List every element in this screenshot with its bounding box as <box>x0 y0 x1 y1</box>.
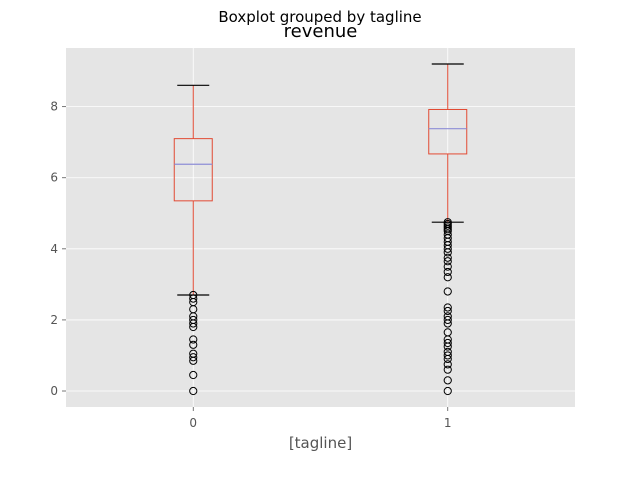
y-tick-label: 0 <box>50 384 58 398</box>
outlier-point <box>443 273 452 282</box>
y-tick-label: 2 <box>50 313 58 327</box>
y-tick-label: 4 <box>50 242 58 256</box>
plot-area-background <box>66 48 575 407</box>
x-tick-label: 1 <box>444 416 452 430</box>
outlier-point <box>189 353 198 362</box>
outlier-point <box>443 376 452 385</box>
axes: 0 2 4 6 8 0 1 <box>50 100 451 430</box>
outlier-point <box>189 294 198 303</box>
outlier-point <box>443 351 452 360</box>
chart-title: revenue <box>283 21 358 42</box>
outlier-point <box>443 360 452 369</box>
outlier-point <box>443 303 452 312</box>
outlier-point <box>189 290 198 300</box>
outlier-point <box>189 386 198 396</box>
outlier-point <box>443 328 452 337</box>
outlier-point <box>189 335 198 344</box>
outlier-point <box>443 262 452 271</box>
outlier-point <box>189 340 198 349</box>
outlier-point <box>443 218 452 227</box>
outlier-point <box>443 267 452 277</box>
box-group-0 <box>173 84 213 396</box>
box-group-1 <box>428 63 468 396</box>
outlier-point <box>189 370 198 380</box>
outlier-point <box>443 347 452 357</box>
chart-suptitle: Boxplot grouped by tagline <box>218 8 422 26</box>
outlier-point <box>443 338 452 348</box>
outlier-point <box>443 253 452 262</box>
outlier-point <box>443 312 452 321</box>
outlier-point <box>189 315 198 325</box>
iqr-box <box>173 138 213 202</box>
outlier-point <box>443 365 452 374</box>
y-tick-label: 8 <box>50 100 58 114</box>
x-tick-label: 0 <box>189 416 197 430</box>
outlier-point <box>443 287 452 296</box>
y-tick-label: 6 <box>50 171 58 185</box>
outlier-point <box>443 386 452 396</box>
outlier-point <box>443 306 452 316</box>
box-series <box>173 63 468 396</box>
iqr-box <box>428 108 468 155</box>
x-axis-label: [tagline] <box>288 434 353 452</box>
outlier-point <box>189 349 198 358</box>
outlier-point <box>443 315 452 325</box>
outlier-point <box>443 257 452 266</box>
